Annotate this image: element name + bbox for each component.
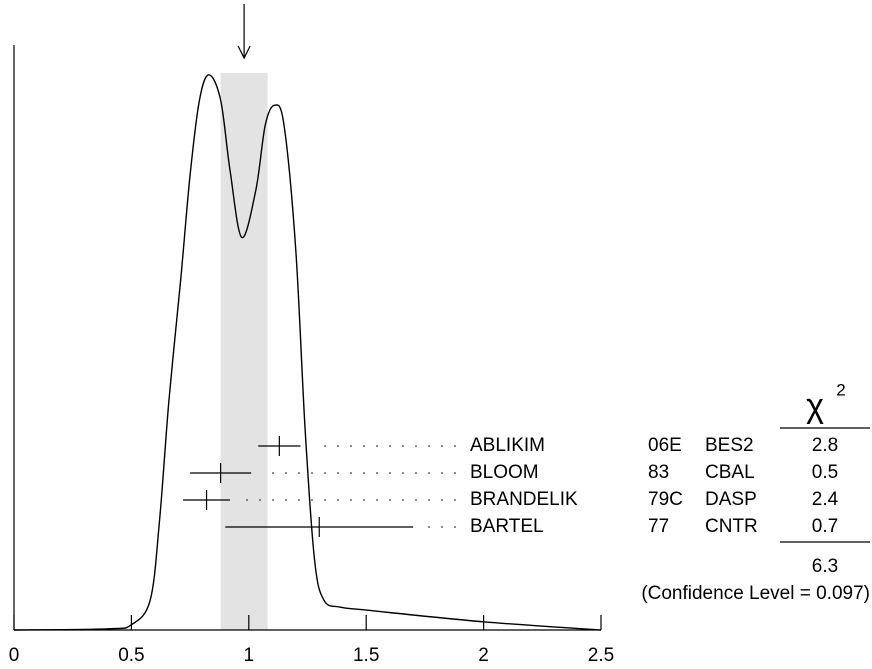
leader-dot xyxy=(428,445,430,447)
leader-dot xyxy=(441,445,443,447)
leader-dot xyxy=(363,472,365,474)
leader-dot xyxy=(337,499,339,501)
leader-dot xyxy=(298,472,300,474)
leader-dot xyxy=(259,499,261,501)
leader-dot xyxy=(350,472,352,474)
average-arrow-head xyxy=(237,45,251,60)
confidence-level: (Confidence Level = 0.097) xyxy=(641,583,870,604)
measurement-name: BLOOM xyxy=(470,462,539,483)
measurement-chi2: 2.4 xyxy=(812,489,839,510)
measurement-code: 83 xyxy=(648,462,669,483)
chi2-total: 6.3 xyxy=(812,556,838,577)
x-tick-label: 2 xyxy=(478,645,489,666)
leader-dot xyxy=(441,526,443,528)
leader-dot xyxy=(389,445,391,447)
leader-dot xyxy=(454,445,456,447)
leader-dot xyxy=(389,472,391,474)
leader-dot xyxy=(428,526,430,528)
chi2-power: 2 xyxy=(836,380,845,399)
leader-dot xyxy=(350,499,352,501)
leader-dot xyxy=(428,472,430,474)
leader-dot xyxy=(324,445,326,447)
leader-dot xyxy=(311,472,313,474)
leader-dot xyxy=(246,499,248,501)
leader-dot xyxy=(376,472,378,474)
x-tick-label: 2.5 xyxy=(588,645,614,666)
measurement-tech: CNTR xyxy=(705,516,758,537)
leader-dot xyxy=(350,445,352,447)
leader-dot xyxy=(376,445,378,447)
chi2-symbol: χ xyxy=(806,387,824,425)
leader-dot xyxy=(272,472,274,474)
leader-dot xyxy=(337,445,339,447)
measurement-chi2: 0.5 xyxy=(812,462,838,483)
leader-dot xyxy=(441,472,443,474)
x-tick-label: 1.5 xyxy=(353,645,379,666)
leader-dot xyxy=(376,499,378,501)
leader-dot xyxy=(454,526,456,528)
leader-dot xyxy=(402,499,404,501)
measurement-name: BARTEL xyxy=(470,516,544,537)
leader-dot xyxy=(363,499,365,501)
leader-dot xyxy=(454,499,456,501)
leader-dot xyxy=(285,499,287,501)
leader-dot xyxy=(324,499,326,501)
leader-dot xyxy=(402,445,404,447)
leader-dot xyxy=(402,472,404,474)
leader-dot xyxy=(311,499,313,501)
leader-dot xyxy=(441,499,443,501)
x-tick-label: 1 xyxy=(244,645,255,666)
measurement-code: 77 xyxy=(648,516,669,537)
measurement-chi2: 2.8 xyxy=(812,435,838,456)
leader-dot xyxy=(428,499,430,501)
leader-dot xyxy=(272,499,274,501)
leader-dot xyxy=(415,499,417,501)
leader-dot xyxy=(324,472,326,474)
x-tick-label: 0.5 xyxy=(118,645,144,666)
measurement-tech: DASP xyxy=(705,489,757,510)
leader-dot xyxy=(337,472,339,474)
measurement-code: 06E xyxy=(648,435,682,456)
leader-dot xyxy=(415,445,417,447)
leader-dot xyxy=(363,445,365,447)
leader-dot xyxy=(454,472,456,474)
measurement-name: ABLIKIM xyxy=(470,435,545,456)
measurement-chi2: 0.7 xyxy=(812,516,838,537)
x-tick-label: 0 xyxy=(9,645,20,666)
measurement-name: BRANDELIK xyxy=(470,489,578,510)
leader-dot xyxy=(389,499,391,501)
leader-dot xyxy=(298,499,300,501)
leader-dot xyxy=(285,472,287,474)
measurement-tech: BES2 xyxy=(705,435,754,456)
ideogram-curve xyxy=(13,74,602,631)
leader-dot xyxy=(415,472,417,474)
measurement-code: 79C xyxy=(648,489,683,510)
measurement-tech: CBAL xyxy=(705,462,755,483)
